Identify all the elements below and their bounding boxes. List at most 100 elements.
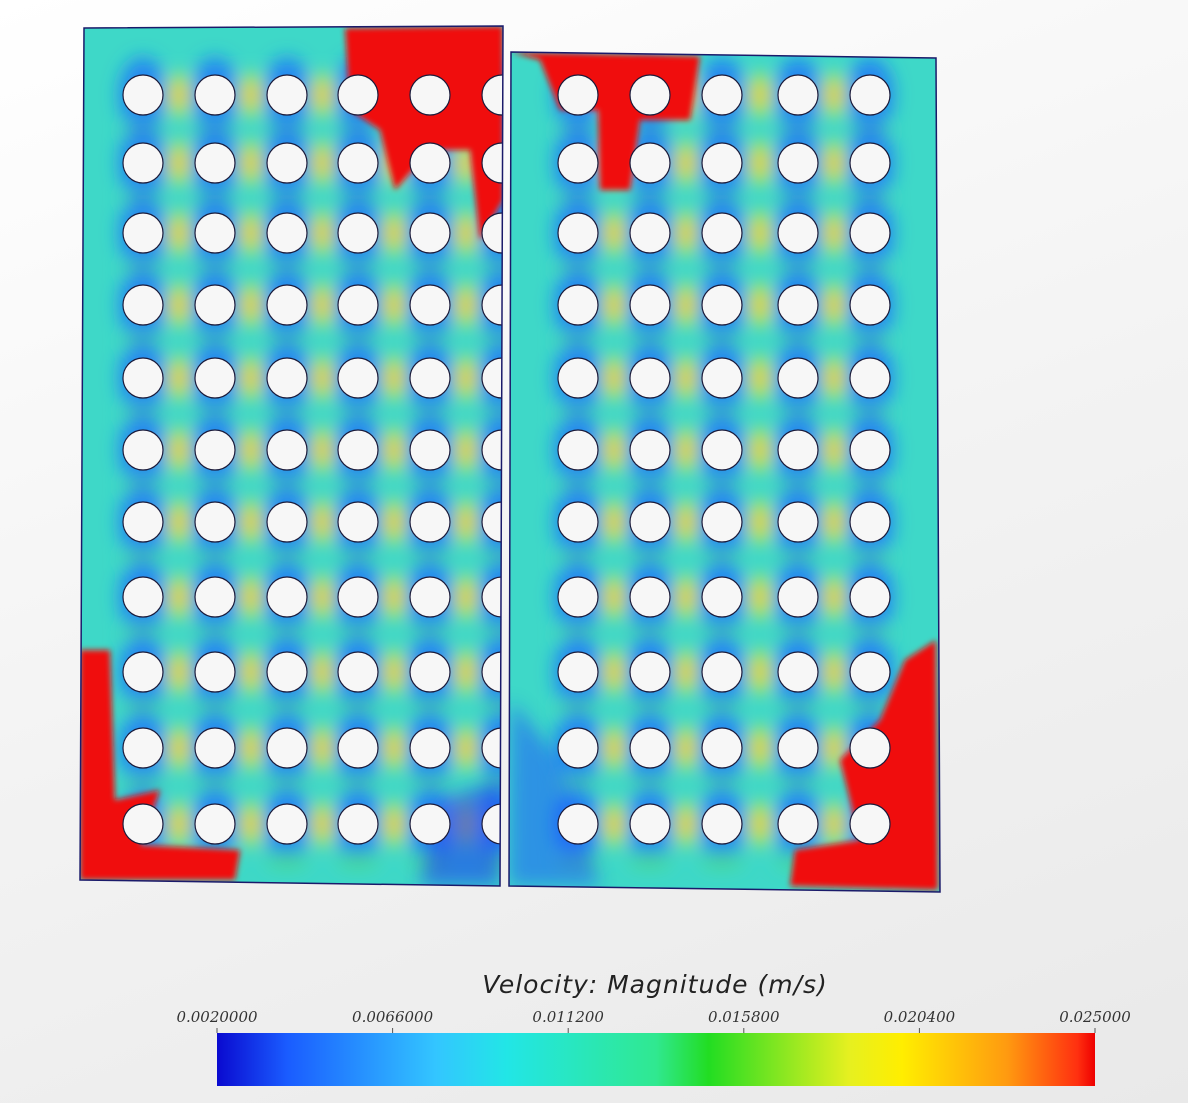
wake bbox=[628, 852, 672, 868]
gap-core bbox=[317, 439, 329, 461]
legend: Velocity: Magnitude (m/s) 0.0020000 0.006… bbox=[176, 970, 1131, 1086]
tube bbox=[123, 804, 163, 844]
tube bbox=[630, 143, 670, 183]
tube bbox=[195, 358, 235, 398]
gap-core bbox=[608, 367, 620, 389]
gap-core bbox=[754, 367, 766, 389]
gap-core bbox=[754, 222, 766, 244]
tube bbox=[123, 430, 163, 470]
tube bbox=[338, 502, 378, 542]
tube bbox=[410, 430, 450, 470]
gap-core bbox=[754, 84, 766, 106]
gap-core bbox=[828, 511, 840, 533]
tube bbox=[267, 285, 307, 325]
gap-core bbox=[173, 294, 185, 316]
gap-core bbox=[608, 222, 620, 244]
gap-core bbox=[388, 222, 400, 244]
legend-title: Velocity: Magnitude (m/s) bbox=[482, 970, 828, 999]
tube bbox=[338, 213, 378, 253]
colorbar-tick-label: 0.0020000 bbox=[176, 1008, 258, 1026]
gap-core bbox=[245, 439, 257, 461]
tube bbox=[338, 143, 378, 183]
tube bbox=[267, 430, 307, 470]
tube bbox=[850, 285, 890, 325]
gap-core bbox=[317, 586, 329, 608]
gap-core bbox=[680, 222, 692, 244]
tube bbox=[123, 358, 163, 398]
tube bbox=[850, 728, 890, 768]
tube bbox=[702, 430, 742, 470]
tube bbox=[778, 652, 818, 692]
gap-core bbox=[460, 661, 472, 683]
gap-core bbox=[245, 661, 257, 683]
right-panel bbox=[500, 40, 950, 900]
gap-core bbox=[388, 294, 400, 316]
colorbar-tick-label: 0.025000 bbox=[1059, 1008, 1131, 1026]
tube bbox=[850, 652, 890, 692]
tube bbox=[410, 577, 450, 617]
gap-core bbox=[388, 737, 400, 759]
gap-core bbox=[388, 661, 400, 683]
gap-core bbox=[173, 367, 185, 389]
tube bbox=[410, 652, 450, 692]
gap-core bbox=[388, 813, 400, 835]
gap-core bbox=[317, 222, 329, 244]
gap-core bbox=[317, 661, 329, 683]
tube bbox=[702, 804, 742, 844]
wake bbox=[265, 852, 309, 868]
gap-core bbox=[245, 152, 257, 174]
tube bbox=[778, 728, 818, 768]
gap-core bbox=[680, 586, 692, 608]
gap-core bbox=[245, 813, 257, 835]
tube bbox=[558, 652, 598, 692]
tube bbox=[702, 143, 742, 183]
tube bbox=[195, 213, 235, 253]
gap-core bbox=[828, 367, 840, 389]
gap-core bbox=[460, 367, 472, 389]
tube bbox=[338, 577, 378, 617]
tube bbox=[195, 577, 235, 617]
tube bbox=[630, 652, 670, 692]
gap-core bbox=[388, 586, 400, 608]
tube bbox=[558, 213, 598, 253]
gap-core bbox=[317, 84, 329, 106]
tube bbox=[850, 502, 890, 542]
tube bbox=[702, 213, 742, 253]
gap-core bbox=[245, 84, 257, 106]
tube bbox=[267, 502, 307, 542]
gap-core bbox=[754, 439, 766, 461]
tube bbox=[267, 652, 307, 692]
tube bbox=[338, 804, 378, 844]
colorbar-tick-label: 0.0066000 bbox=[352, 1008, 434, 1026]
gap-core bbox=[245, 586, 257, 608]
tube bbox=[630, 75, 670, 115]
gap-core bbox=[245, 294, 257, 316]
gap-core bbox=[317, 813, 329, 835]
tube bbox=[850, 358, 890, 398]
tube bbox=[778, 285, 818, 325]
tube bbox=[558, 358, 598, 398]
gap-core bbox=[754, 294, 766, 316]
gap-core bbox=[608, 737, 620, 759]
tube bbox=[558, 75, 598, 115]
gap-core bbox=[173, 222, 185, 244]
tube bbox=[778, 430, 818, 470]
tube bbox=[778, 143, 818, 183]
gap-core bbox=[317, 367, 329, 389]
gap-core bbox=[828, 439, 840, 461]
gap-core bbox=[828, 84, 840, 106]
tube bbox=[123, 75, 163, 115]
tube bbox=[630, 728, 670, 768]
gap-core bbox=[828, 222, 840, 244]
tube bbox=[195, 430, 235, 470]
tube bbox=[702, 285, 742, 325]
tube bbox=[702, 358, 742, 398]
gap-core bbox=[680, 511, 692, 533]
gap-core bbox=[317, 511, 329, 533]
tube bbox=[123, 728, 163, 768]
gap-core bbox=[173, 661, 185, 683]
tube bbox=[195, 728, 235, 768]
tube bbox=[123, 502, 163, 542]
tube bbox=[338, 728, 378, 768]
tube bbox=[195, 75, 235, 115]
